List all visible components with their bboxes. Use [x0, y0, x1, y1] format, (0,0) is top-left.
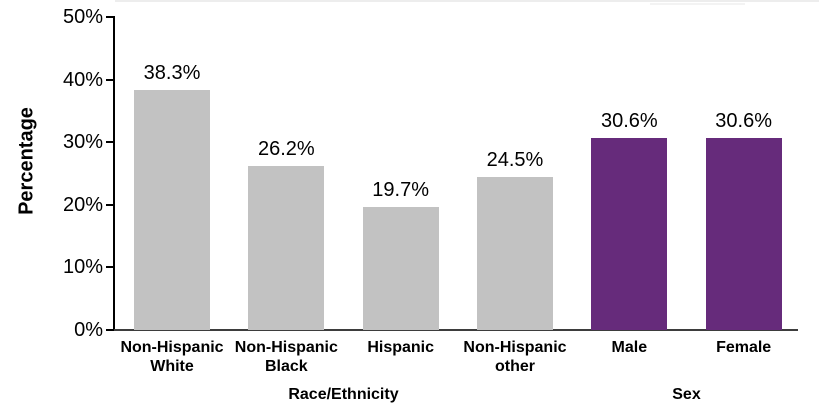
bar-non-hispanic-white — [134, 90, 210, 330]
y-tick-mark-40 — [106, 78, 114, 81]
y-tick-label-10: 10% — [62, 256, 103, 279]
y-tick-label-50: 50% — [62, 6, 103, 28]
y-tick-label-20: 20% — [62, 193, 103, 216]
category-label-non-hispanic-white: Non-Hispanic White — [114, 338, 230, 376]
y-tick-mark-30 — [106, 141, 114, 144]
y-tick-mark-10 — [106, 266, 114, 269]
category-label-line: Non-Hispanic — [463, 339, 567, 356]
value-label-non-hispanic-white: 38.3% — [143, 62, 201, 85]
cropped-top-artifact — [115, 0, 819, 2]
category-label-line: other — [494, 358, 535, 375]
bar-non-hispanic-black — [248, 165, 325, 330]
value-label-male: 30.6% — [600, 110, 658, 133]
value-label-female: 30.6% — [715, 110, 772, 133]
category-label-line: Black — [264, 358, 308, 375]
y-tick-mark-50 — [106, 16, 114, 18]
category-label-female: Female — [686, 338, 802, 357]
bar-hispanic — [362, 206, 439, 330]
group-label-race-ethnicity: Race/Ethnicity — [288, 386, 399, 403]
bar-male — [591, 138, 668, 330]
category-label-non-hispanic-black: Non-Hispanic Black — [228, 338, 344, 376]
y-tick-label-40: 40% — [62, 68, 103, 91]
category-label-line: White — [150, 358, 194, 375]
category-label-line: Non-Hispanic — [234, 339, 338, 356]
bar-female — [705, 138, 782, 330]
y-tick-mark-0 — [106, 329, 114, 331]
y-axis-title: Percentage — [15, 107, 38, 215]
y-axis-line — [113, 16, 115, 331]
category-label-line: Non-Hispanic — [120, 339, 224, 356]
value-label-non-hispanic-other: 24.5% — [486, 148, 544, 171]
y-tick-label-0: 0% — [74, 319, 103, 341]
category-label-non-hispanic-other: Non-Hispanic other — [457, 338, 573, 376]
category-label-line: Female — [716, 339, 772, 356]
y-tick-mark-20 — [106, 203, 114, 206]
y-tick-label-30: 30% — [62, 131, 103, 154]
category-label-hispanic: Hispanic — [343, 338, 459, 357]
category-label-line: Male — [611, 339, 648, 356]
bar-non-hispanic-other — [476, 176, 553, 330]
value-label-hispanic: 19.7% — [372, 178, 430, 201]
value-label-non-hispanic-black: 26.2% — [257, 137, 315, 160]
x-axis-line — [113, 329, 798, 331]
group-label-sex: Sex — [672, 386, 701, 403]
category-label-line: Hispanic — [367, 339, 434, 356]
category-label-male: Male — [571, 338, 687, 357]
cropped-top-artifact — [650, 3, 745, 5]
